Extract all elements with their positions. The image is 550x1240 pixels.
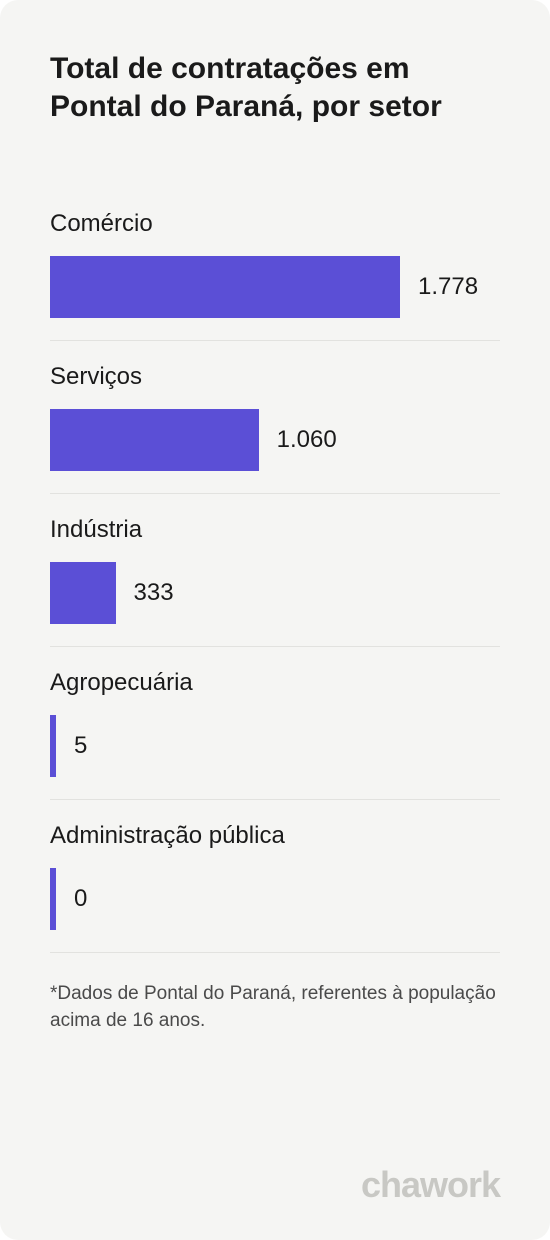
bar-value: 1.060	[277, 426, 337, 454]
bar-fill	[50, 562, 116, 624]
chart-card: Total de contratações em Pontal do Paran…	[0, 0, 550, 1240]
bar-list: Comércio 1.778 Serviços 1.060 Indústria …	[50, 210, 500, 953]
bar-track: 1.060	[50, 409, 500, 471]
chart-footnote: *Dados de Pontal do Paraná, referentes à…	[50, 981, 500, 1034]
bar-track: 0	[50, 868, 500, 930]
bar-fill	[50, 715, 56, 777]
bar-fill	[50, 409, 259, 471]
bar-label: Administração pública	[50, 822, 500, 850]
bar-row: Serviços 1.060	[50, 363, 500, 494]
brand-logo: chawork	[361, 1164, 500, 1206]
bar-value: 0	[74, 885, 87, 913]
bar-track: 5	[50, 715, 500, 777]
bar-label: Indústria	[50, 516, 500, 544]
bar-label: Comércio	[50, 210, 500, 238]
bar-label: Agropecuária	[50, 669, 500, 697]
bar-row: Comércio 1.778	[50, 210, 500, 341]
bar-label: Serviços	[50, 363, 500, 391]
bar-fill	[50, 256, 400, 318]
bar-value: 333	[134, 579, 174, 607]
bar-track: 333	[50, 562, 500, 624]
bar-value: 1.778	[418, 273, 478, 301]
bar-row: Agropecuária 5	[50, 669, 500, 800]
bar-value: 5	[74, 732, 87, 760]
bar-fill	[50, 868, 56, 930]
bar-row: Administração pública 0	[50, 822, 500, 953]
bar-row: Indústria 333	[50, 516, 500, 647]
chart-title: Total de contratações em Pontal do Paran…	[50, 50, 500, 125]
bar-track: 1.778	[50, 256, 500, 318]
